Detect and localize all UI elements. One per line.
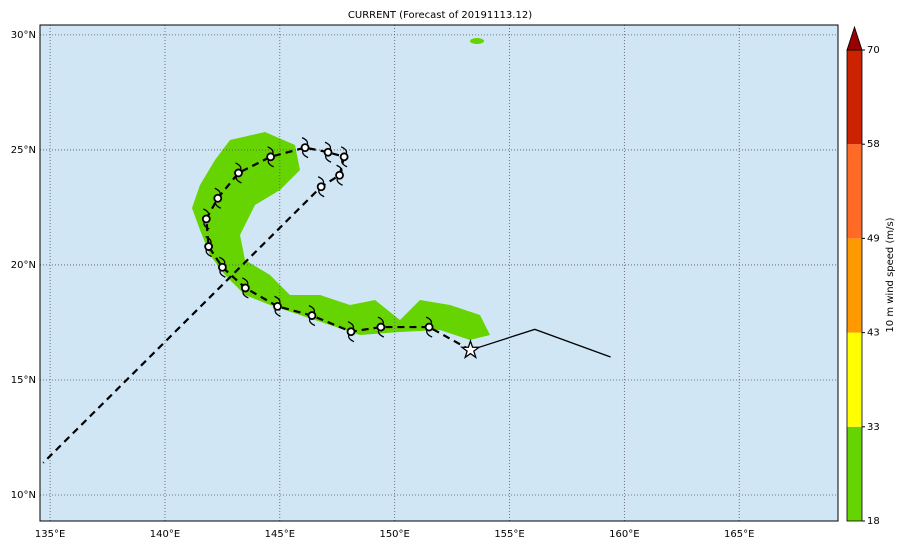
y-tick-label: 20°N (11, 260, 36, 271)
x-tick-label: 165°E (724, 529, 754, 540)
track-point (346, 327, 356, 337)
x-tick-label: 155°E (494, 529, 524, 540)
plot-layer (40, 25, 838, 521)
colorbar-tick-label: 33 (867, 422, 880, 433)
colorbar-segment (847, 332, 862, 427)
x-tick-label: 150°E (379, 529, 409, 540)
track-point (376, 322, 386, 332)
title: CURRENT (Forecast of 20191113.12) (348, 10, 532, 21)
track-point (266, 152, 276, 162)
x-tick-label: 145°E (265, 529, 295, 540)
x-tick-label: 160°E (609, 529, 639, 540)
track-point (204, 242, 214, 251)
colorbar-tick-label: 70 (867, 45, 880, 56)
island (470, 38, 484, 44)
track-point (213, 193, 223, 203)
colorbar-tick-label: 58 (867, 139, 880, 150)
colorbar-segment (847, 426, 862, 521)
colorbar-tick-label: 49 (867, 233, 880, 244)
x-tick-label: 135°E (35, 529, 65, 540)
colorbar-tick-label: 43 (867, 328, 880, 339)
map-frame (39, 24, 839, 522)
colorbar-extend (846, 25, 863, 51)
track-point (300, 143, 310, 153)
y-tick-label: 10°N (11, 490, 36, 501)
track-point (424, 322, 434, 332)
track-point (323, 147, 333, 157)
track-point (240, 283, 250, 293)
track-point (339, 152, 349, 162)
y-tick-label: 30°N (11, 30, 36, 41)
colorbar-tick-label: 18 (867, 516, 880, 527)
y-tick-label: 15°N (11, 375, 36, 386)
x-tick-label: 140°E (150, 529, 180, 540)
track-point (273, 301, 282, 311)
colorbar-segment (847, 50, 862, 145)
colorbar-frame (846, 49, 863, 522)
track-point (335, 170, 344, 180)
colorbar-segment (847, 238, 862, 333)
track-point (316, 182, 326, 192)
y-tick-label: 25°N (11, 145, 36, 156)
wind-swath (192, 132, 490, 340)
track-point (217, 262, 227, 272)
track-point (201, 214, 211, 224)
colorbar-segment (847, 144, 862, 239)
past-track (470, 328, 611, 358)
current-position (459, 339, 481, 360)
ocean (40, 25, 838, 521)
track-point (307, 311, 317, 320)
track-point (234, 168, 243, 178)
colorbar-label: 10 m wind speed (m/s) (885, 217, 896, 332)
